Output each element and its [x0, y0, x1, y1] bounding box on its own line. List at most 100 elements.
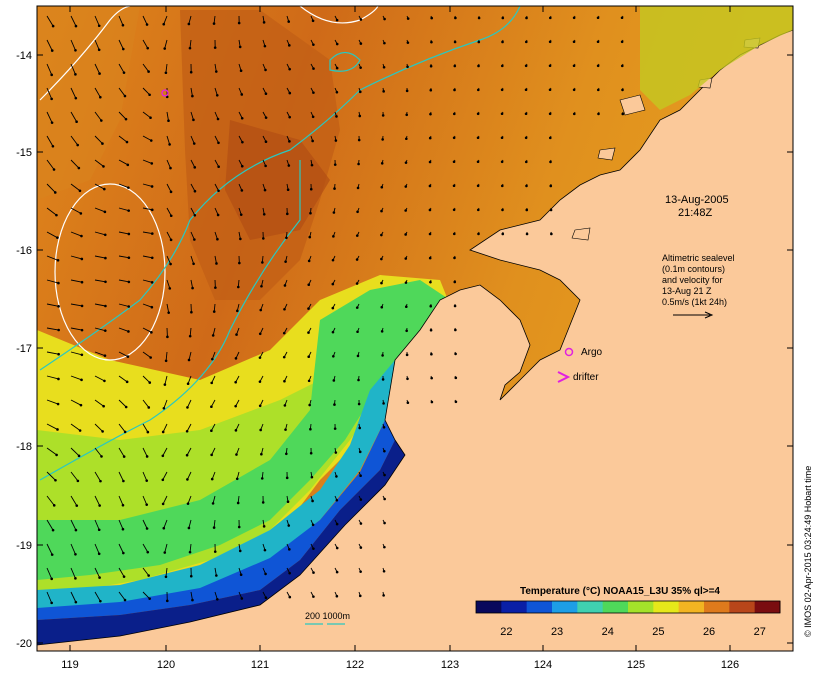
- velocity-vector-head: [169, 214, 173, 218]
- velocity-vector-head: [215, 574, 218, 577]
- velocity-vector-head: [163, 383, 167, 386]
- date-label: 13-Aug-2005: [665, 194, 729, 206]
- velocity-vector-head: [287, 44, 291, 47]
- velocity-vector-head: [127, 186, 130, 189]
- velocity-vector-head: [189, 574, 193, 578]
- velocity-vector: [94, 111, 102, 121]
- altimetry-line-2: (0.1m contours): [662, 264, 725, 274]
- velocity-vector: [142, 63, 149, 72]
- colorbar-swatch: [628, 601, 654, 613]
- altimetry-line-5: 0.5m/s (1kt 24h): [662, 297, 727, 307]
- velocity-vector-head: [477, 64, 480, 68]
- velocity-vector-head: [283, 284, 287, 287]
- northeast-sst: [640, 6, 793, 110]
- velocity-vector-head: [212, 526, 216, 529]
- colorbar-swatch: [501, 601, 528, 613]
- velocity-vector-head: [211, 334, 215, 337]
- velocity-vector-head: [99, 479, 102, 483]
- velocity-vector-head: [525, 208, 529, 212]
- velocity-vector: [46, 111, 53, 123]
- velocity-vector: [118, 111, 127, 120]
- velocity-vector-head: [103, 379, 106, 383]
- colorbar-frame: [475, 600, 781, 614]
- velocity-vector-head: [430, 352, 433, 356]
- velocity-vector-head: [163, 47, 167, 50]
- velocity-vector-head: [355, 306, 359, 309]
- velocity-vector-head: [217, 189, 220, 193]
- velocity-vector-head: [149, 356, 152, 359]
- velocity-vector-head: [331, 306, 335, 310]
- velocity-vector-head: [189, 70, 193, 74]
- velocity-vector-head: [52, 168, 56, 171]
- velocity-vector-head: [262, 237, 265, 240]
- velocity-vector-head: [285, 476, 289, 480]
- velocity-vector-head: [53, 191, 57, 194]
- velocity-vector-head: [597, 112, 600, 116]
- lat-tick-label: -15: [16, 147, 32, 159]
- velocity-vector-head: [381, 138, 384, 141]
- velocity-vector-head: [335, 522, 339, 526]
- velocity-vector: [190, 111, 194, 120]
- velocity-vector-head: [359, 546, 363, 549]
- velocity-vector-head: [383, 41, 386, 45]
- velocity-vector-head: [121, 47, 125, 51]
- velocity-vector: [118, 327, 129, 332]
- velocity-vector-head: [99, 95, 102, 99]
- velocity-vector-head: [454, 400, 458, 404]
- velocity-vector-head: [74, 49, 77, 52]
- velocity-vector-head: [380, 281, 383, 285]
- velocity-vector-head: [477, 232, 480, 236]
- velocity-vector: [46, 423, 58, 430]
- velocity-vector-head: [383, 449, 386, 453]
- velocity-vector-head: [307, 307, 310, 310]
- velocity-vector-head: [164, 575, 168, 579]
- velocity-vector-head: [524, 136, 528, 140]
- velocity-vector-head: [357, 162, 360, 166]
- velocity-vector-head: [102, 165, 105, 168]
- velocity-vector-head: [74, 600, 78, 604]
- velocity-vector-head: [312, 67, 315, 70]
- velocity-vector-head: [188, 334, 192, 338]
- velocity-vector-head: [453, 64, 457, 68]
- colorbar-swatch: [729, 601, 756, 613]
- velocity-vector-head: [258, 356, 262, 359]
- velocity-vector-head: [210, 381, 214, 385]
- velocity-vector-head: [98, 504, 101, 507]
- velocity-vector: [142, 591, 150, 600]
- velocity-vector-head: [312, 91, 315, 94]
- velocity-vector-head: [192, 118, 195, 122]
- velocity-vector-head: [288, 548, 291, 551]
- velocity-vector-head: [122, 71, 126, 74]
- velocity-vector: [46, 375, 59, 380]
- velocity-vector-head: [148, 597, 151, 600]
- velocity-vector-head: [380, 162, 384, 165]
- velocity-vector-head: [55, 453, 58, 457]
- velocity-vector: [46, 159, 55, 170]
- altimetry-line-3: and velocity for: [662, 275, 723, 285]
- velocity-vector-head: [331, 282, 335, 286]
- velocity-vector-head: [572, 112, 576, 116]
- altimetry-line-4: 13-Aug 21 Z: [662, 286, 712, 296]
- velocity-vector-head: [167, 119, 170, 122]
- velocity-vector-head: [127, 305, 131, 308]
- velocity-vector: [142, 327, 152, 333]
- velocity-vector-head: [285, 452, 288, 456]
- velocity-vector-head: [476, 136, 480, 140]
- velocity-vector-head: [287, 524, 291, 527]
- velocity-vector-head: [263, 44, 267, 48]
- velocity-vector-head: [74, 96, 78, 100]
- velocity-vector-head: [193, 189, 197, 193]
- velocity-vector-head: [404, 305, 408, 309]
- velocity-vector-head: [620, 64, 624, 68]
- velocity-vector: [163, 399, 168, 409]
- velocity-vector-head: [359, 498, 363, 501]
- velocity-vector-head: [52, 504, 56, 507]
- argo-float-marker: [161, 89, 169, 97]
- velocity-vector-head: [404, 257, 408, 260]
- velocity-vector-head: [78, 429, 82, 432]
- velocity-vector-head: [310, 475, 314, 479]
- velocity-vector: [94, 399, 104, 407]
- velocity-vector-head: [125, 380, 129, 384]
- lon-tick-label: 123: [441, 659, 459, 671]
- velocity-vector-head: [258, 380, 262, 383]
